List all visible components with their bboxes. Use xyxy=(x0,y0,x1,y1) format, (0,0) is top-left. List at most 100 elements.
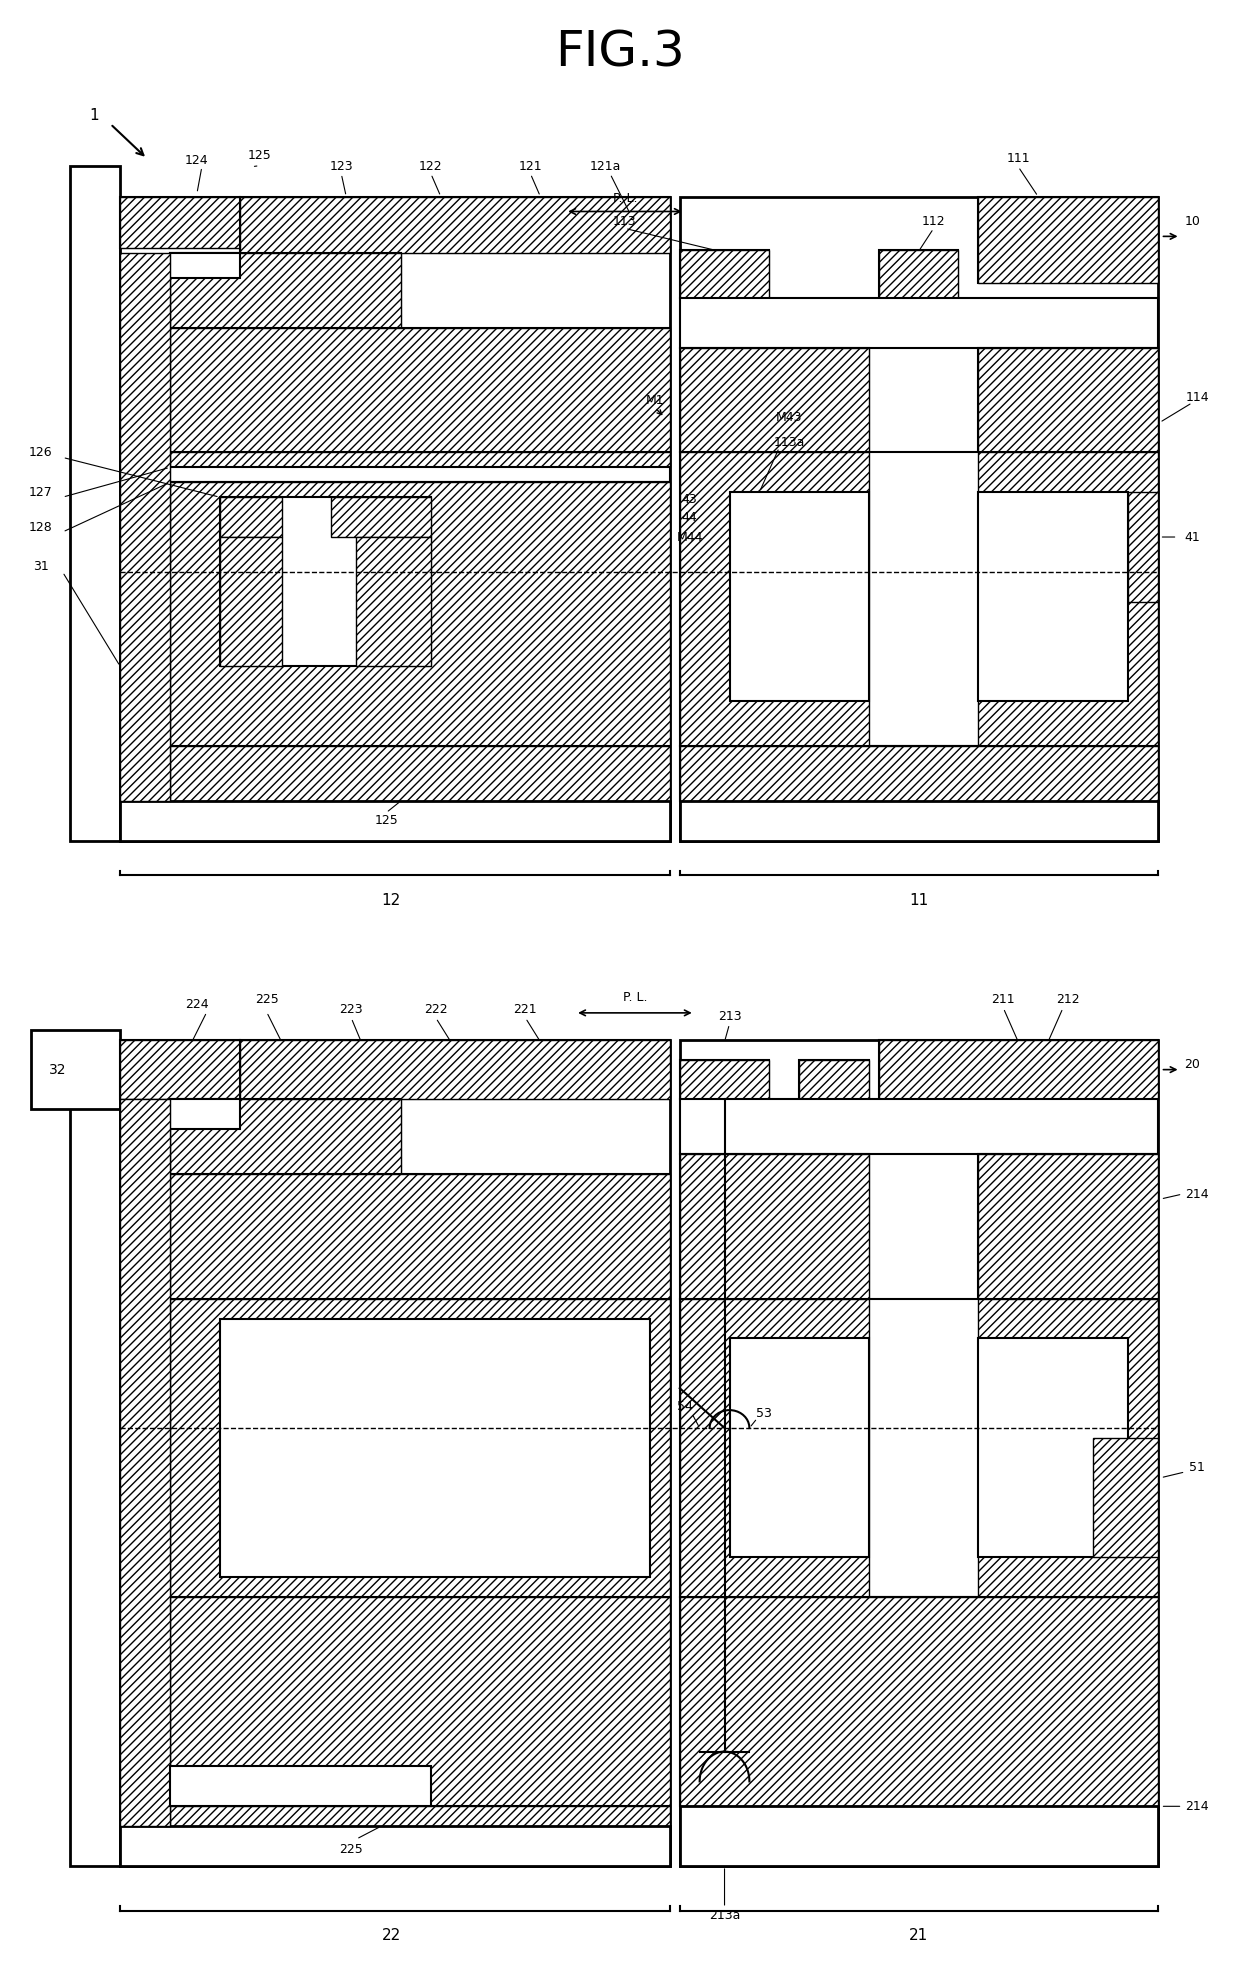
Text: 128: 128 xyxy=(29,520,52,534)
Text: 111: 111 xyxy=(1007,152,1030,166)
Bar xyxy=(729,1338,869,1557)
Bar xyxy=(170,254,239,278)
Text: 54: 54 xyxy=(677,1399,693,1413)
Text: 114: 114 xyxy=(1185,390,1209,404)
Bar xyxy=(170,747,670,800)
Bar xyxy=(729,493,869,702)
Bar xyxy=(170,254,401,327)
Text: 213a: 213a xyxy=(709,1910,740,1922)
Text: 22: 22 xyxy=(382,1928,401,1943)
Bar xyxy=(120,1827,670,1867)
Bar xyxy=(680,347,869,453)
Bar xyxy=(978,1299,1158,1597)
Bar xyxy=(978,1155,1158,1299)
Text: 224: 224 xyxy=(185,999,208,1011)
Bar xyxy=(170,483,670,747)
Bar xyxy=(356,536,430,666)
Bar xyxy=(31,1029,120,1110)
Text: 214: 214 xyxy=(1185,1800,1209,1813)
Text: 211: 211 xyxy=(992,993,1016,1007)
Text: M1: M1 xyxy=(646,394,665,408)
Bar xyxy=(170,453,670,467)
Text: 53: 53 xyxy=(756,1407,773,1419)
Text: 10: 10 xyxy=(1184,215,1200,229)
Bar xyxy=(170,1299,670,1597)
Bar xyxy=(120,197,670,842)
Bar xyxy=(680,1597,1158,1805)
Bar xyxy=(120,197,239,248)
Bar xyxy=(170,1766,430,1805)
Bar xyxy=(170,254,401,327)
Text: 113a: 113a xyxy=(774,436,805,449)
Text: 21: 21 xyxy=(909,1928,929,1943)
Bar xyxy=(219,497,281,536)
Text: 41: 41 xyxy=(1184,530,1200,544)
Text: 223: 223 xyxy=(340,1003,363,1017)
Bar xyxy=(978,197,1158,284)
Bar xyxy=(120,1041,239,1100)
Bar xyxy=(680,298,1158,347)
Text: 225: 225 xyxy=(340,1843,363,1855)
Bar xyxy=(219,1319,650,1577)
Bar xyxy=(680,453,1158,747)
Bar xyxy=(219,497,430,666)
Text: 123: 123 xyxy=(330,160,353,173)
Bar xyxy=(170,747,670,800)
Bar xyxy=(170,1100,401,1175)
Bar xyxy=(978,347,1158,453)
Bar xyxy=(170,1100,239,1129)
Text: 125: 125 xyxy=(248,150,272,162)
Text: 1: 1 xyxy=(89,108,99,124)
Bar xyxy=(978,347,1158,453)
Text: 121: 121 xyxy=(518,160,542,173)
Bar xyxy=(680,1597,1158,1805)
Text: 121a: 121a xyxy=(589,160,621,173)
Text: 212: 212 xyxy=(1056,993,1080,1007)
Text: 32: 32 xyxy=(48,1062,66,1076)
Text: 31: 31 xyxy=(32,560,48,574)
Bar xyxy=(680,747,1158,800)
Text: 126: 126 xyxy=(29,445,52,459)
Bar xyxy=(170,1175,670,1299)
Bar xyxy=(170,1100,401,1175)
Text: 51: 51 xyxy=(1189,1461,1205,1474)
Bar xyxy=(1127,493,1158,601)
Bar xyxy=(170,1175,670,1299)
Text: 213: 213 xyxy=(718,1011,742,1023)
Text: 122: 122 xyxy=(419,160,443,173)
Text: P. L.: P. L. xyxy=(613,191,637,205)
Bar xyxy=(680,197,1158,842)
Bar xyxy=(680,250,769,298)
Bar xyxy=(71,1100,120,1867)
Bar xyxy=(120,800,670,842)
Bar xyxy=(978,453,1158,747)
Bar xyxy=(170,327,670,453)
Bar xyxy=(680,1060,769,1100)
Bar xyxy=(170,1805,670,1867)
Bar xyxy=(978,1338,1127,1557)
Bar xyxy=(170,467,670,483)
Bar xyxy=(120,254,170,800)
Text: 12: 12 xyxy=(382,893,401,909)
Text: 222: 222 xyxy=(424,1003,448,1017)
Text: 43: 43 xyxy=(682,493,698,507)
Bar xyxy=(680,1100,1158,1155)
Bar xyxy=(800,1060,869,1100)
Bar xyxy=(680,1155,869,1299)
Text: 44: 44 xyxy=(682,510,698,524)
Bar xyxy=(680,1041,1158,1867)
Bar xyxy=(978,493,1127,702)
Bar xyxy=(120,197,239,248)
Bar xyxy=(120,1041,239,1100)
Bar xyxy=(239,197,670,254)
Text: 11: 11 xyxy=(909,893,929,909)
Bar xyxy=(680,1805,1158,1867)
Bar xyxy=(170,483,670,747)
Bar xyxy=(120,1041,670,1867)
Bar xyxy=(680,453,869,747)
Bar xyxy=(879,1041,1158,1100)
Bar xyxy=(680,250,769,298)
Bar xyxy=(170,327,670,453)
Bar xyxy=(978,1155,1158,1299)
Bar xyxy=(239,1041,670,1100)
